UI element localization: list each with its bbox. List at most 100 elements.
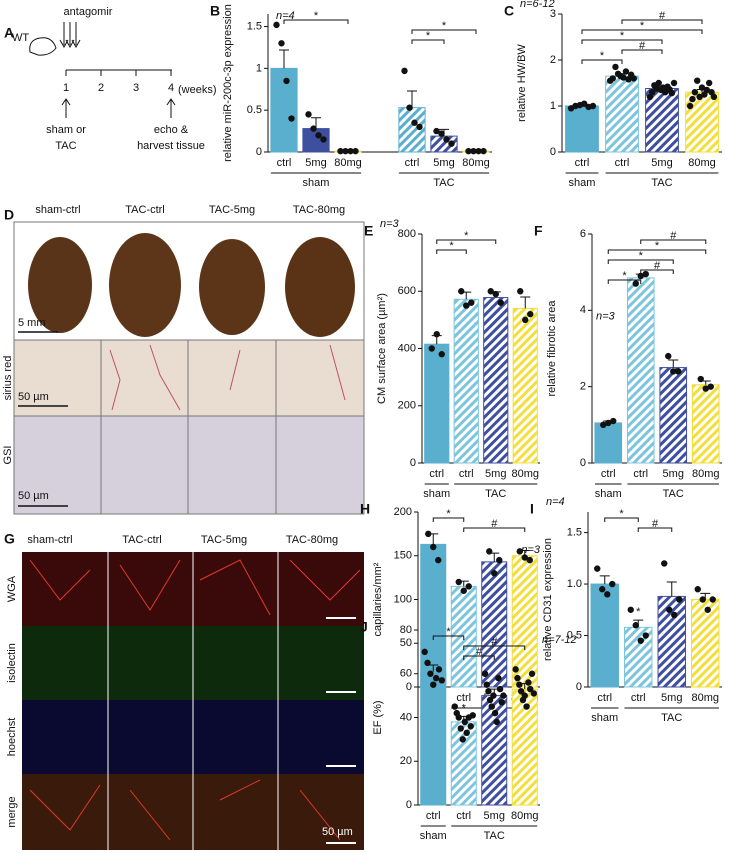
group-label: TAC: [651, 177, 672, 189]
y-axis-label: relative CD31 expression: [542, 538, 554, 661]
significance-label: *: [620, 30, 625, 42]
histology-panel: D sham-ctrl TAC-ctrl TAC-5mg TAC-80mg 5 …: [2, 204, 365, 515]
data-point: [512, 666, 519, 673]
significance-bracket: [621, 19, 703, 24]
data-point: [668, 89, 676, 97]
arrow: [61, 98, 71, 118]
data-point: [604, 591, 611, 598]
data-point: [278, 40, 285, 47]
data-point: [430, 543, 437, 551]
data-point: [424, 659, 431, 667]
data-point: [487, 288, 494, 295]
scale-label: 50 µm: [18, 490, 49, 502]
data-point: [483, 681, 490, 688]
significance-label: *: [449, 240, 454, 252]
y-tick-label: 400: [398, 342, 416, 354]
data-point: [463, 729, 470, 737]
panel-label: B: [210, 3, 220, 19]
bar: [565, 105, 599, 153]
data-point: [491, 709, 499, 717]
data-point: [305, 111, 312, 118]
column-header: TAC-5mg: [209, 204, 255, 216]
bar: [481, 561, 508, 688]
significance-label: *: [640, 20, 645, 32]
data-point: [698, 84, 706, 91]
data-point: [488, 703, 495, 710]
bar-chart: E 0 200 400 600 800 CM surface area (µm²) n=3 ct…: [364, 218, 540, 500]
y-tick-label: 40: [400, 711, 412, 723]
x-tick-label: ctrl: [429, 468, 444, 480]
n-annotation: n=4: [546, 496, 565, 508]
panel-label: H: [360, 501, 370, 517]
error-bar: [428, 664, 439, 672]
significance-label: #: [670, 230, 677, 242]
significance-bracket: [640, 269, 674, 274]
y-tick-label: 0: [256, 146, 262, 158]
significance-label: *: [622, 270, 627, 282]
y-tick-label: 2: [580, 381, 586, 393]
x-tick-label: ctrl: [426, 810, 441, 822]
significance-label: *: [464, 230, 469, 242]
error-bar: [599, 575, 610, 585]
x-tick-label: 80mg: [511, 468, 539, 480]
y-axis-label: relative HW/BW: [516, 44, 528, 122]
significance-label: *: [426, 30, 431, 42]
data-point: [320, 136, 327, 143]
week-label: 3: [133, 82, 139, 94]
significance-bracket: [463, 527, 526, 532]
n-annotation: n=3: [380, 218, 400, 230]
y-tick-label: 0: [406, 681, 412, 693]
y-tick-label: 0: [406, 799, 412, 811]
data-point: [666, 606, 673, 613]
x-tick-label: 80mg: [692, 468, 720, 480]
data-point: [702, 385, 709, 392]
significance-bracket: [283, 19, 349, 24]
data-point: [433, 330, 440, 338]
data-point: [481, 670, 489, 677]
significance-bracket: [607, 249, 707, 254]
arrow: [166, 98, 176, 118]
data-point: [459, 736, 466, 743]
y-tick-label: 0: [580, 457, 586, 469]
data-point: [691, 89, 699, 96]
bar: [594, 422, 623, 464]
y-tick-label: 80: [400, 624, 412, 636]
data-point: [438, 351, 445, 358]
x-tick-label: ctrl: [615, 157, 630, 169]
week-label: 4: [168, 82, 174, 94]
data-point: [517, 688, 525, 695]
significance-bracket: [621, 49, 663, 54]
data-point: [600, 421, 607, 429]
data-point: [676, 596, 683, 603]
x-tick-label: 5mg: [651, 157, 672, 169]
bar: [420, 671, 447, 806]
data-point: [425, 530, 432, 538]
significance-label: *: [442, 20, 447, 32]
y-tick-label: 6: [580, 228, 586, 240]
data-point: [465, 583, 472, 590]
fibrosis-lines: [109, 344, 346, 411]
row-label: hoechst: [6, 718, 18, 757]
unit-label: (weeks): [178, 84, 217, 96]
data-point: [465, 147, 472, 155]
y-tick-label: 0.5: [567, 629, 582, 641]
data-point: [498, 698, 505, 706]
data-point: [435, 666, 443, 673]
bar: [626, 277, 655, 464]
significance-label: #: [652, 518, 659, 530]
data-point: [609, 580, 616, 588]
column-header: TAC-80mg: [286, 534, 338, 546]
heart-image: [28, 237, 92, 333]
row-label: GSI: [2, 446, 14, 465]
significance-bracket: [637, 527, 673, 532]
significance-label: #: [491, 636, 498, 648]
data-point: [470, 147, 477, 155]
y-axis-label: relative miR-200c-3p expression: [222, 4, 234, 162]
significance-bracket: [463, 655, 495, 660]
bar: [450, 721, 477, 806]
bar: [511, 555, 538, 688]
column-header: TAC-ctrl: [122, 534, 162, 546]
data-point: [642, 270, 649, 278]
data-point: [694, 77, 701, 84]
data-point: [427, 670, 434, 677]
